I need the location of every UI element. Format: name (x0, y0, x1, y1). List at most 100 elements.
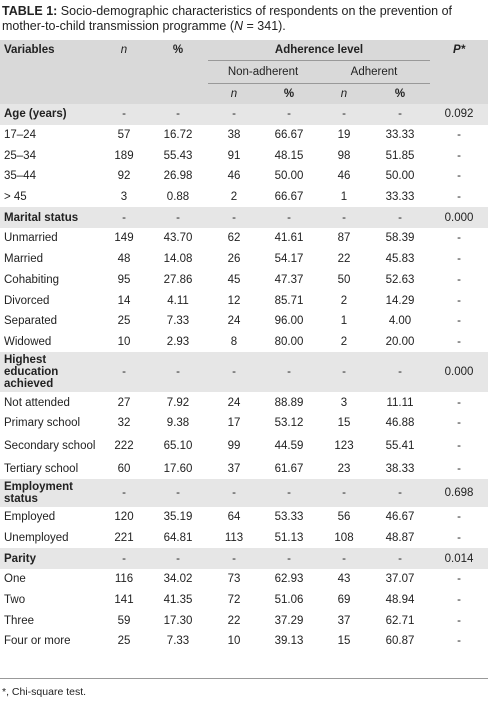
table-row: Married 48 14.08 26 54.17 22 45.83 - (0, 249, 488, 270)
cell-non-adherent-pct: 62.93 (274, 573, 304, 586)
cell-non-adherent-n: - (208, 548, 260, 570)
table-row: 25–34 189 55.43 91 48.15 98 51.85 - (0, 145, 488, 166)
cell-pct: - (148, 352, 208, 393)
section-row: Parity - - - - - -0.014 (0, 548, 488, 570)
cell-variable: Age (years) (0, 104, 100, 125)
cell-n: 59 (117, 614, 131, 627)
cell-adherent-n: 50 (337, 273, 351, 286)
cell-n: 92 (117, 170, 131, 183)
cell-n: 25 (117, 315, 131, 328)
cell-variable: 17–24 (4, 129, 36, 142)
cell-non-adherent-pct: 39.13 (274, 635, 304, 648)
cell-variable: Divorced (4, 294, 50, 307)
cell-non-adherent-pct: - (260, 207, 318, 229)
cell-adherent-n: - (318, 104, 370, 125)
cell-n: 221 (114, 532, 134, 545)
cell-adherent-n: 2 (340, 335, 348, 348)
cell-adherent-pct: 58.39 (385, 232, 415, 245)
cell-p-value: - (457, 439, 461, 452)
cell-adherent-pct: 45.83 (385, 253, 415, 266)
header-adherent: Adherent (318, 60, 431, 84)
cell-n: - (100, 104, 148, 125)
cell-n: 3 (120, 191, 128, 204)
cell-variable: Highest education achieved (0, 352, 100, 393)
cell-pct: 2.93 (166, 335, 190, 348)
table-body: Age (years) - - - - - -0.092 17–24 57 16.72 38 66.6… (0, 104, 488, 652)
cell-non-adherent-pct: 51.06 (274, 594, 304, 607)
cell-p-value: - (457, 532, 461, 545)
header-variables: Variables (0, 40, 100, 61)
cell-p-value: 0.000 (430, 207, 488, 229)
cell-p-value: - (457, 635, 461, 648)
cell-variable: Separated (4, 315, 58, 328)
cell-non-adherent-n: 12 (227, 294, 241, 307)
cell-adherent-pct: 11.11 (386, 396, 414, 409)
table-caption-text-b: = 341). (243, 19, 286, 33)
cell-p-value: - (457, 170, 461, 183)
cell-n: 27 (117, 396, 131, 409)
cell-adherent-n: 22 (337, 253, 351, 266)
cell-n: 10 (117, 335, 131, 348)
cell-adherent-n: - (318, 352, 370, 393)
cell-variable: Married (4, 253, 43, 266)
cell-non-adherent-n: 17 (227, 417, 241, 430)
cell-pct: - (148, 548, 208, 570)
cell-n: 25 (117, 635, 131, 648)
cell-p-value: - (457, 511, 461, 524)
cell-adherent-pct: 20.00 (385, 335, 415, 348)
cell-non-adherent-pct: 96.00 (274, 315, 304, 328)
cell-p-value: - (457, 614, 461, 627)
cell-n: 95 (117, 273, 131, 286)
cell-pct: 26.98 (163, 170, 193, 183)
cell-adherent-pct: 48.87 (385, 532, 415, 545)
cell-p-value: 0.092 (430, 104, 488, 125)
cell-p-value: - (457, 253, 461, 266)
table-row: Tertiary school 60 17.60 37 61.67 23 38.33 - (0, 458, 488, 479)
cell-non-adherent-pct: 44.59 (274, 439, 304, 452)
header-non-adherent-n: n (208, 83, 260, 104)
cell-non-adherent-pct: 66.67 (274, 191, 304, 204)
cell-variable: > 45 (4, 191, 27, 204)
cell-variable: Secondary school (4, 439, 96, 452)
table-row: Widowed 10 2.93 8 80.00 2 20.00 - (0, 332, 488, 353)
cell-non-adherent-n: - (208, 479, 260, 507)
table-caption-text-a: Socio-demographic characteristics of res… (2, 4, 452, 33)
cell-adherent-n: 23 (337, 462, 351, 475)
table-row: Four or more 25 7.33 10 39.13 15 60.87 - (0, 631, 488, 652)
section-row: Marital status - - - - - -0.000 (0, 207, 488, 229)
cell-adherent-n: 1 (340, 191, 348, 204)
cell-adherent-n: 43 (337, 573, 351, 586)
cell-pct: 35.19 (163, 511, 193, 524)
cell-non-adherent-pct: 41.61 (274, 232, 304, 245)
cell-n: - (100, 479, 148, 507)
table-row: Cohabiting 95 27.86 45 47.37 50 52.63 - (0, 270, 488, 291)
cell-adherent-pct: 51.85 (385, 149, 415, 162)
cell-n: - (100, 207, 148, 229)
cell-non-adherent-n: 64 (227, 511, 241, 524)
cell-pct: 17.60 (163, 462, 193, 475)
cell-p-value: - (457, 335, 461, 348)
cell-variable: Cohabiting (4, 273, 59, 286)
cell-n: 57 (117, 129, 131, 142)
cell-p-value: 0.014 (430, 548, 488, 570)
cell-p-value: - (457, 315, 461, 328)
cell-adherent-pct: 4.00 (388, 315, 412, 328)
cell-adherent-n: 15 (337, 635, 351, 648)
table-caption: TABLE 1: Socio-demographic characteristi… (2, 4, 486, 34)
cell-p-value: - (457, 129, 461, 142)
cell-pct: 4.11 (167, 294, 189, 307)
cell-p-value: - (457, 294, 461, 307)
header-adherent-pct: % (370, 83, 431, 104)
cell-pct: 14.08 (163, 253, 193, 266)
cell-non-adherent-n: 113 (224, 532, 244, 545)
cell-non-adherent-n: 2 (230, 191, 238, 204)
cell-non-adherent-pct: 61.67 (274, 462, 304, 475)
cell-variable: Employed (4, 511, 56, 524)
cell-non-adherent-n: 72 (227, 594, 241, 607)
cell-adherent-n: 46 (337, 170, 351, 183)
cell-variable: Widowed (4, 335, 52, 348)
cell-adherent-pct: 37.07 (385, 573, 415, 586)
cell-adherent-n: 56 (337, 511, 351, 524)
cell-variable: Marital status (0, 207, 100, 229)
cell-pct: 9.38 (166, 417, 190, 430)
